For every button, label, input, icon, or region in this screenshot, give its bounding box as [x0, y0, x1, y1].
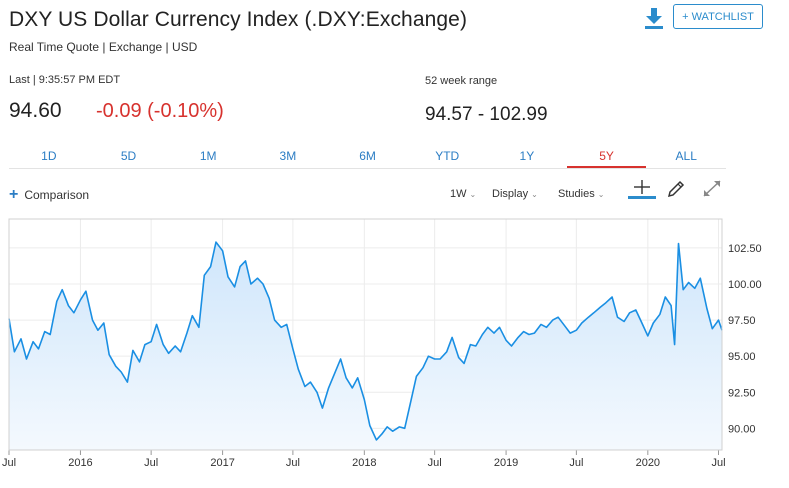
add-to-watchlist-button[interactable]: + WATCHLIST	[673, 4, 763, 29]
series-area	[9, 242, 722, 450]
x-tick-label: Jul	[2, 457, 16, 469]
pencil-icon[interactable]	[664, 178, 694, 200]
y-tick-label: 97.50	[728, 315, 756, 327]
series-line	[8, 241, 723, 441]
tab-1y[interactable]: 1Y	[519, 149, 535, 163]
tab-6m[interactable]: 6M	[359, 149, 376, 163]
last-update-label: Last | 9:35:57 PM EDT	[9, 74, 121, 86]
chevron-down-icon: ⌄	[469, 190, 477, 199]
interval-dropdown[interactable]: 1W ⌄	[450, 188, 476, 200]
y-tick-label: 92.50	[728, 387, 756, 399]
x-tick-label: Jul	[711, 457, 725, 469]
x-tick-label: Jul	[569, 457, 583, 469]
tab-1d[interactable]: 1D	[41, 149, 57, 163]
tab-5d[interactable]: 5D	[120, 149, 137, 163]
time-range-tabs: 1D 5D 1M 3M 6M YTD 1Y 5Y ALL	[9, 147, 726, 169]
page-title: DXY US Dollar Currency Index (.DXY:Excha…	[9, 8, 468, 31]
tab-ytd[interactable]: YTD	[435, 149, 460, 163]
range-value: 94.57 - 102.99	[425, 104, 548, 125]
y-tick-label: 90.00	[728, 423, 756, 435]
display-label: Display	[492, 188, 529, 200]
display-dropdown[interactable]: Display ⌄	[492, 188, 538, 200]
x-tick-label: Jul	[144, 457, 158, 469]
tab-3m[interactable]: 3M	[279, 149, 297, 163]
quote-source: Real Time Quote | Exchange | USD	[9, 40, 198, 54]
plus-icon: +	[9, 186, 19, 203]
price-change: -0.09 (-0.10%)	[96, 100, 224, 122]
crosshair-icon[interactable]	[627, 178, 657, 200]
x-tick-label: Jul	[428, 457, 442, 469]
interval-label: 1W	[450, 188, 467, 200]
x-tick-label: 2017	[210, 457, 234, 469]
studies-label: Studies	[558, 188, 595, 200]
tab-5y[interactable]: 5Y	[566, 147, 647, 168]
x-tick-label: 2016	[68, 457, 92, 469]
studies-dropdown[interactable]: Studies ⌄	[558, 188, 604, 200]
chevron-down-icon: ⌄	[597, 190, 605, 199]
y-tick-label: 95.00	[728, 351, 756, 363]
x-tick-label: 2019	[494, 457, 518, 469]
chevron-down-icon: ⌄	[531, 190, 538, 199]
tab-1m[interactable]: 1M	[199, 149, 217, 163]
tab-all[interactable]: ALL	[675, 149, 697, 163]
range-label: 52 week range	[425, 75, 498, 87]
last-price: 94.60	[9, 99, 62, 122]
expand-icon[interactable]	[700, 178, 730, 200]
y-tick-label: 100.00	[728, 279, 762, 291]
price-chart[interactable]: 90.00 92.50 95.00 97.50 100.00 102.50 Jul 2016 J…	[0, 210, 789, 488]
comparison-button[interactable]: + Comparison	[9, 186, 90, 203]
x-tick-label: Jul	[286, 457, 300, 469]
download-icon[interactable]	[641, 6, 667, 30]
y-tick-label: 102.50	[728, 243, 762, 255]
plot-border	[8, 218, 723, 451]
x-tick-label: 2020	[636, 457, 660, 469]
comparison-label: Comparison	[24, 188, 90, 202]
x-tick-label: 2018	[352, 457, 376, 469]
